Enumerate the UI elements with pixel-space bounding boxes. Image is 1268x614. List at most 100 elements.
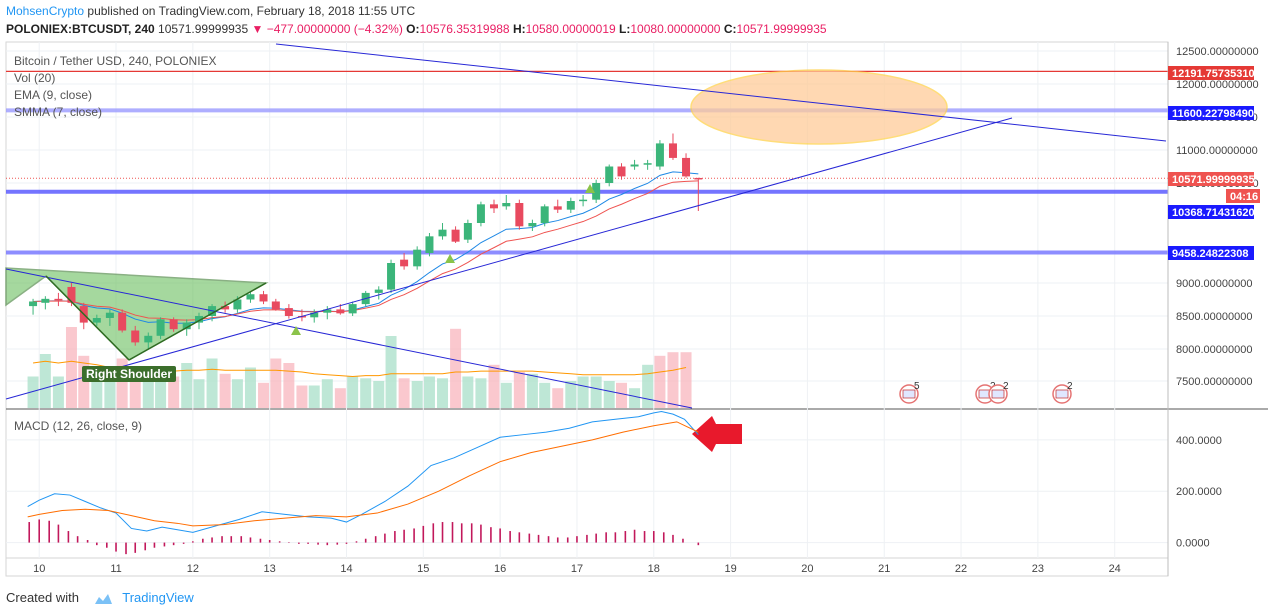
- macd-tick-label: 400.0000: [1176, 435, 1222, 447]
- volume-bar: [642, 364, 654, 408]
- legend-smma[interactable]: SMMA (7, close): [14, 105, 103, 119]
- price-tag-bg: [1168, 66, 1254, 80]
- volume-bar: [680, 352, 692, 408]
- event-count: 2: [1003, 381, 1009, 392]
- right-shoulder-label: Right Shoulder: [86, 367, 172, 381]
- candle-body: [92, 317, 101, 323]
- candle-body: [29, 301, 38, 307]
- time-tick-label: 22: [955, 563, 967, 575]
- footer: Created with TradingView: [6, 590, 194, 606]
- candle-body: [118, 312, 127, 331]
- us-flag-icon: [991, 389, 1005, 399]
- price-tick-label: 7500.00000000: [1176, 376, 1252, 388]
- candle-body: [655, 143, 664, 167]
- candle-body: [438, 229, 447, 237]
- volume-bar: [539, 382, 551, 408]
- low-value: 10080.00000000: [630, 22, 721, 36]
- price-change: ▼ −477.00000000 (−4.32%): [251, 22, 403, 36]
- candle-body: [605, 166, 614, 183]
- publish-line: MohsenCrypto published on TradingView.co…: [6, 4, 415, 18]
- descending-trendline: [275, 43, 1167, 142]
- candles: [29, 133, 703, 349]
- volume-bar: [231, 379, 243, 408]
- volume-bar: [39, 354, 51, 408]
- volume-bar: [629, 388, 641, 408]
- candle-body: [463, 223, 472, 240]
- volume-bar: [667, 352, 679, 408]
- volume-bar: [142, 370, 154, 408]
- candle-body: [413, 249, 422, 267]
- high-label: H:: [512, 22, 526, 36]
- candle-body: [502, 203, 511, 207]
- candle-body: [221, 306, 230, 310]
- macd-tick-label: 200.0000: [1176, 486, 1222, 498]
- volume-bar: [91, 370, 103, 408]
- volume-bar: [654, 355, 666, 408]
- volume-bar: [308, 385, 320, 408]
- event-count: 5: [914, 381, 920, 392]
- macd-pane: [27, 411, 700, 555]
- price-tag-label: 10368.71431620: [1172, 207, 1255, 219]
- time-tick-label: 15: [417, 563, 429, 575]
- volume-bar: [27, 376, 39, 408]
- candle-body: [476, 204, 485, 223]
- drawings-front: Right Shoulder5222: [5, 43, 1167, 452]
- candle-body: [336, 309, 345, 314]
- candle-body: [348, 304, 357, 314]
- symbol-label: POLONIEX:BTCUSDT, 240: [6, 22, 155, 36]
- volume-bar: [193, 379, 205, 408]
- volume-bar: [565, 381, 577, 408]
- author-link[interactable]: MohsenCrypto: [6, 4, 85, 18]
- volume-bar: [411, 381, 423, 408]
- tradingview-brand[interactable]: TradingView: [122, 590, 194, 605]
- volume-bar: [270, 358, 282, 408]
- candle-body: [194, 316, 203, 323]
- us-flag-icon: [1055, 389, 1069, 399]
- volume-bar: [244, 367, 256, 408]
- target-zone-ellipse: [690, 69, 948, 145]
- volume-bar: [360, 378, 372, 408]
- candle-body: [182, 322, 191, 330]
- candle-body: [592, 183, 601, 200]
- ohlc-line: POLONIEX:BTCUSDT, 240 10571.99999935 ▼ −…: [6, 22, 827, 36]
- legend-vol[interactable]: Vol (20): [14, 71, 56, 85]
- neckline-trendline: [5, 268, 693, 409]
- macd-tick-label: 0.0000: [1176, 538, 1210, 550]
- volume-bar: [155, 372, 167, 408]
- close-value: 10571.99999935: [736, 22, 827, 36]
- candle-body: [694, 177, 703, 180]
- candle-body: [54, 298, 63, 301]
- candle-body: [323, 309, 332, 313]
- volume-bar: [321, 379, 333, 408]
- volume-bar: [283, 363, 295, 408]
- ascending-trendline: [5, 117, 1013, 400]
- candle-body: [579, 199, 588, 202]
- pattern-edge: [128, 282, 267, 361]
- candle-body: [617, 166, 626, 177]
- signal-triangle: [445, 254, 455, 263]
- volume-bar: [206, 358, 218, 408]
- legend-ema[interactable]: EMA (9, close): [14, 88, 93, 102]
- time-tick-label: 12: [187, 563, 199, 575]
- ema-line: [33, 171, 699, 324]
- candle-body: [515, 203, 524, 227]
- candle-body: [41, 298, 50, 303]
- axes: 12500.0000000012000.0000000011500.000000…: [33, 42, 1260, 576]
- candle-body: [553, 206, 562, 210]
- candle-body: [682, 157, 691, 177]
- volume-bar: [65, 327, 77, 408]
- candle-body: [451, 229, 460, 242]
- time-tick-label: 23: [1032, 563, 1044, 575]
- high-value: 10580.00000019: [525, 22, 616, 36]
- volume-bar: [450, 328, 462, 408]
- candle-body: [540, 206, 549, 223]
- candle-body: [643, 163, 652, 165]
- candle-body: [284, 308, 293, 316]
- volume-bar: [181, 363, 193, 408]
- candle-body: [271, 301, 280, 310]
- candle-body: [387, 263, 396, 290]
- volume-bar: [475, 378, 487, 408]
- price-tag-bg: [1226, 189, 1260, 203]
- price-tag-label: 10571.99999935: [1172, 174, 1255, 186]
- legend-macd[interactable]: MACD (12, 26, close, 9): [14, 419, 143, 433]
